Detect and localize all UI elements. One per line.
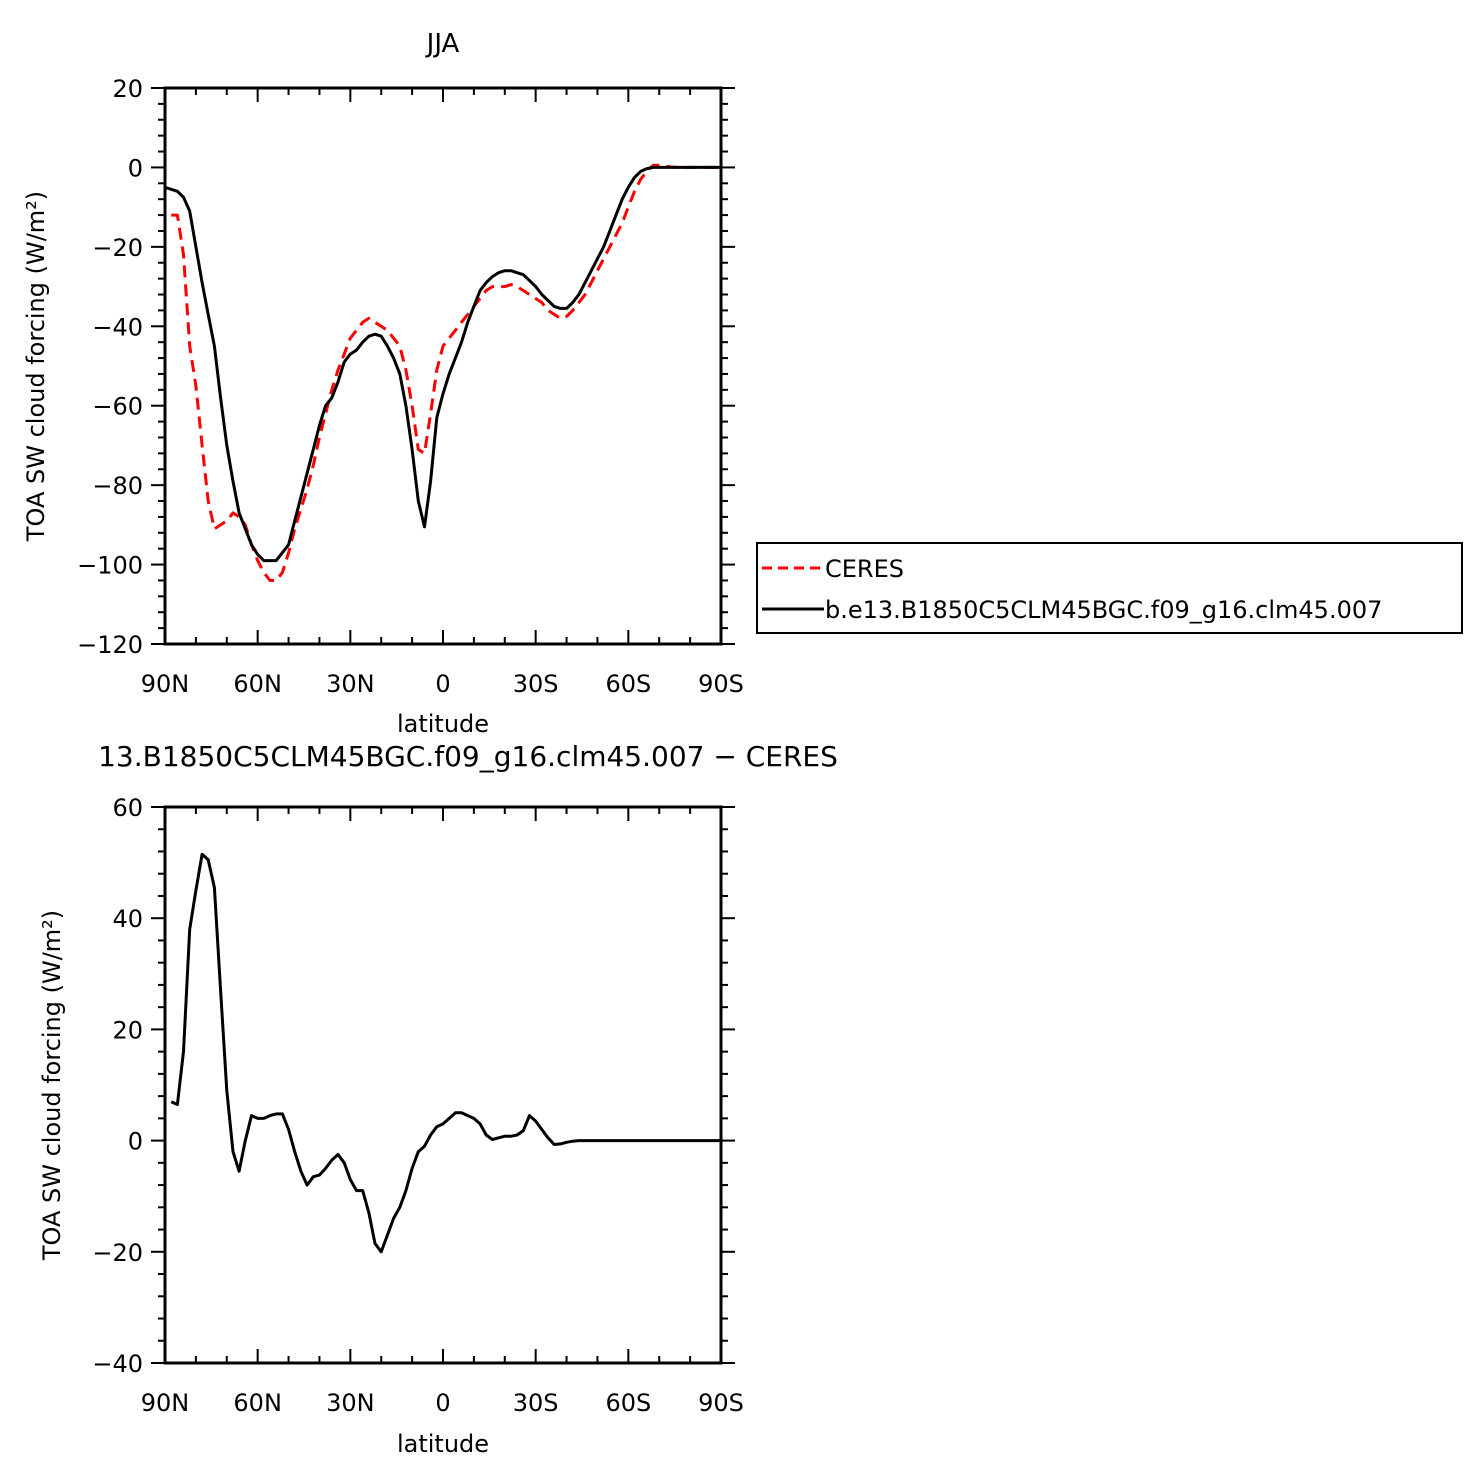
y-tick-label: 60 [112, 794, 143, 822]
bottom-panel-axes: 90N 60N 30N 0 30S 60S 90S 60 40 20 0 −20 −40 [92, 794, 744, 1417]
series-line [170, 852, 721, 1254]
y-tick-label: −120 [77, 631, 143, 659]
legend-label-model: b.e13.B1850C5CLM45BGC.f09_g16.clm45.007 [825, 596, 1382, 624]
x-tick-label: 60N [233, 670, 282, 698]
x-tick-label: 90S [698, 1389, 744, 1417]
x-tick-label: 30N [326, 1389, 375, 1417]
bottom-panel-plot-frame [163, 805, 723, 1365]
y-tick-label: −60 [92, 393, 143, 421]
x-tick-label: 90N [141, 1389, 190, 1417]
x-tick-label: 60S [605, 1389, 651, 1417]
top-panel-y-axis-label: TOA SW cloud forcing (W/m²) [22, 191, 50, 542]
top-panel-axes: 90N 60N 30N 0 30S 60S 90S 20 0 −20 −40 −60 −80 −100 −1… [77, 75, 744, 698]
y-tick-label: 20 [112, 75, 143, 103]
x-tick-label: 90S [698, 670, 744, 698]
bottom-panel-y-axis-label: TOA SW cloud forcing (W/m²) [38, 910, 66, 1261]
top-panel-plot-frame [163, 86, 723, 646]
y-tick-label: 40 [112, 905, 143, 933]
x-tick-label: 90N [141, 670, 190, 698]
top-panel: JJA TOA SW cloud forcing (W/m²) latitude… [22, 29, 744, 738]
y-tick-label: −100 [77, 552, 143, 580]
y-tick-label: −20 [92, 1239, 143, 1267]
y-tick-label: −20 [92, 234, 143, 262]
top-panel-series [164, 163, 721, 582]
x-tick-label: 30S [513, 670, 559, 698]
y-tick-label: −80 [92, 472, 143, 500]
legend-box [756, 542, 1463, 634]
bottom-panel-x-axis-label: latitude [397, 1430, 489, 1458]
bottom-panel: 13.B1850C5CLM45BGC.f09_g16.clm45.007 − C… [38, 740, 838, 1458]
x-tick-label: 30N [326, 670, 375, 698]
y-tick-label: 20 [112, 1016, 143, 1044]
series-line [171, 163, 721, 582]
top-panel-x-axis-label: latitude [397, 710, 489, 738]
y-tick-label: 0 [128, 154, 143, 182]
x-tick-label: 0 [435, 1389, 450, 1417]
x-tick-label: 0 [435, 670, 450, 698]
series-line [164, 165, 721, 563]
x-tick-label: 60S [605, 670, 651, 698]
y-tick-label: −40 [92, 313, 143, 341]
bottom-panel-title: 13.B1850C5CLM45BGC.f09_g16.clm45.007 − C… [98, 740, 838, 773]
y-tick-label: −40 [92, 1350, 143, 1378]
bottom-panel-series [170, 852, 721, 1254]
legend: CERES b.e13.B1850C5CLM45BGC.f09_g16.clm4… [756, 542, 1463, 634]
x-tick-label: 60N [233, 1389, 282, 1417]
legend-label-ceres: CERES [825, 555, 904, 583]
y-tick-label: 0 [128, 1128, 143, 1156]
x-tick-label: 30S [513, 1389, 559, 1417]
top-panel-title: JJA [425, 29, 460, 59]
